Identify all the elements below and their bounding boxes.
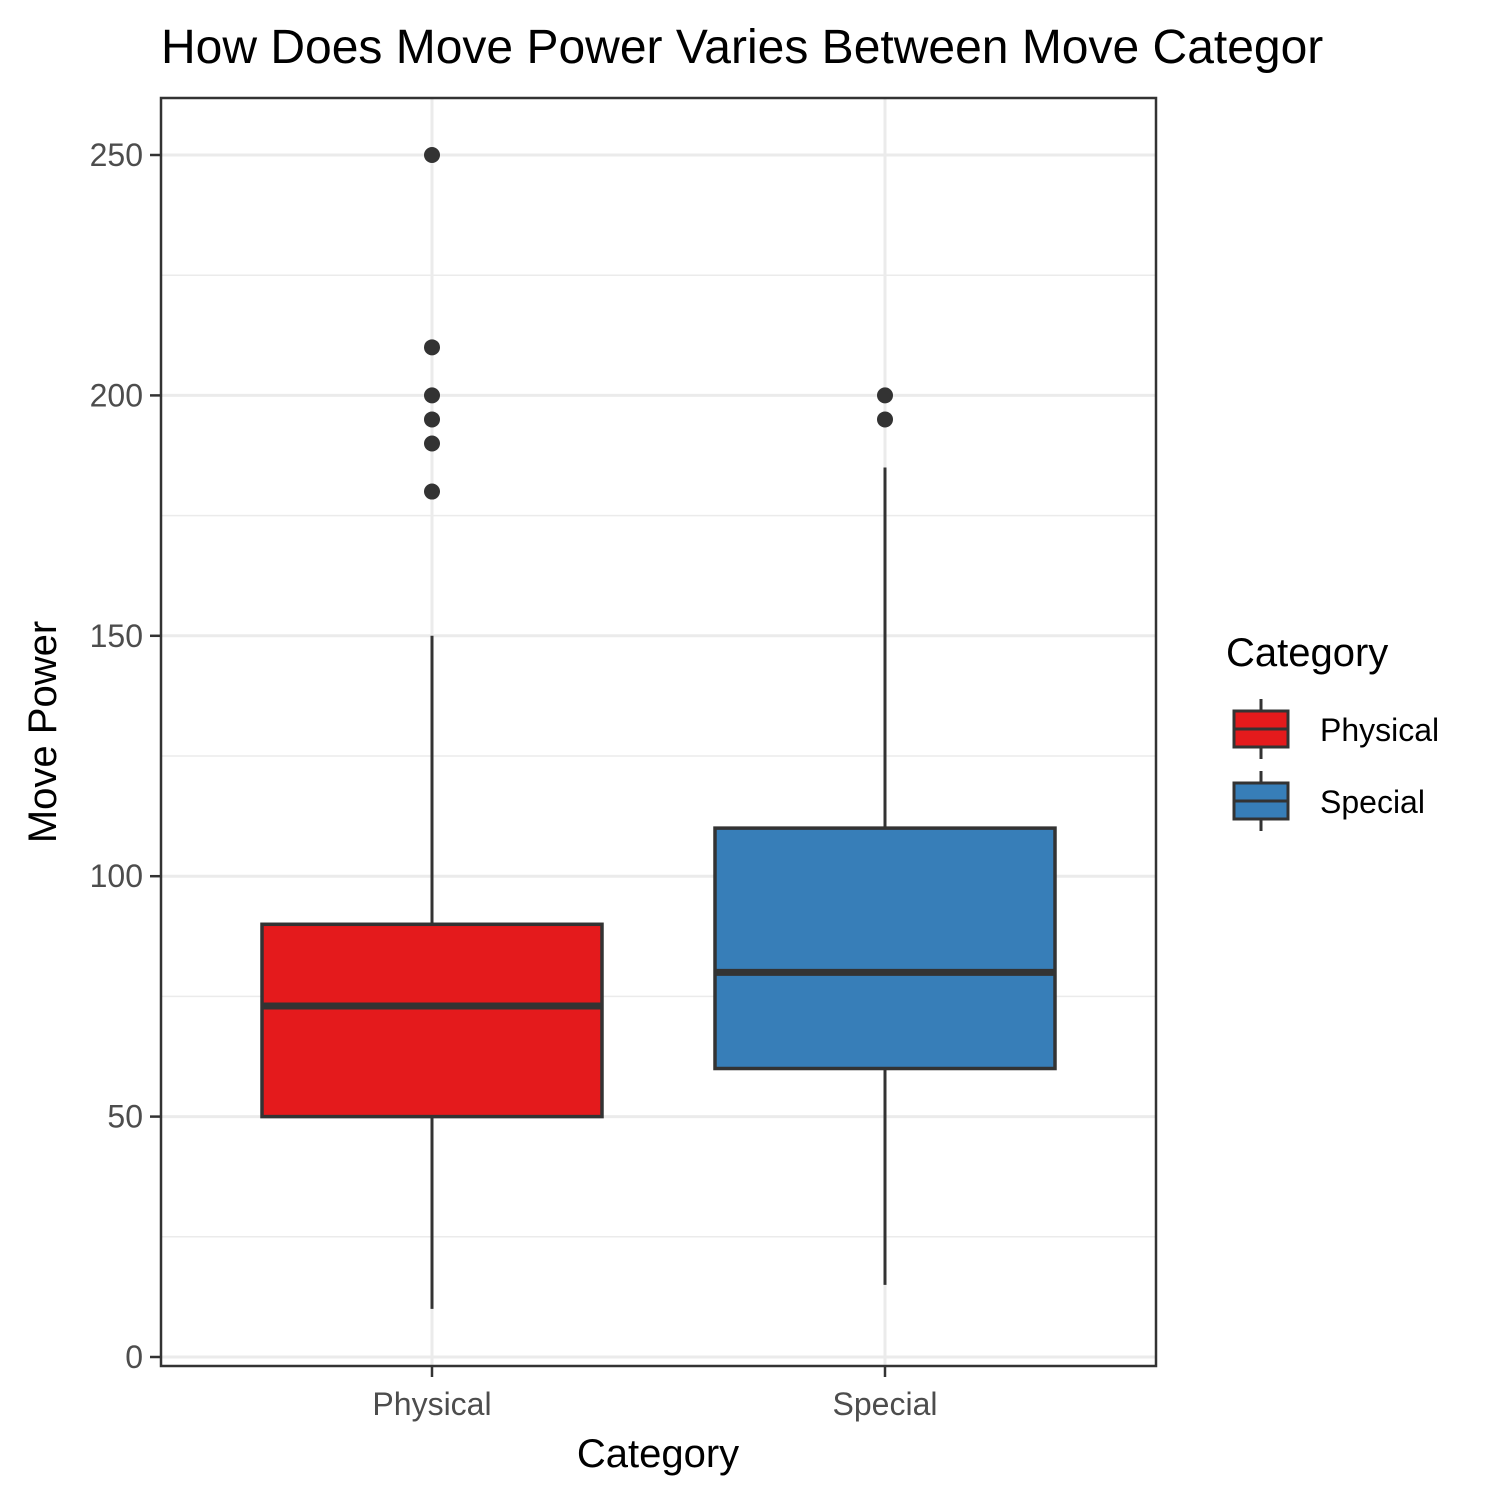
legend-label: Special <box>1320 784 1425 820</box>
y-tick-label: 0 <box>125 1339 143 1375</box>
panel-border <box>159 96 1158 1368</box>
y-tick-label: 150 <box>90 618 143 654</box>
outlier-point <box>877 387 893 404</box>
y-tick-label: 50 <box>107 1099 143 1135</box>
legend-label: Physical <box>1320 712 1439 748</box>
box-special <box>713 387 1057 1285</box>
plot-panel <box>159 96 1158 1368</box>
outlier-point <box>424 339 440 356</box>
y-tick-label: 100 <box>90 858 143 894</box>
chart-title: How Does Move Power Varies Between Move … <box>161 21 1323 74</box>
outlier-point <box>424 411 440 428</box>
outlier-point <box>424 483 440 500</box>
outlier-point <box>424 387 440 404</box>
box-iqr <box>713 826 1057 1071</box>
box-iqr <box>260 922 604 1119</box>
y-tick-label: 200 <box>90 377 143 413</box>
x-tick-label: Special <box>833 1386 938 1422</box>
box-physical <box>260 147 604 1309</box>
boxes <box>260 147 1057 1309</box>
outlier-point <box>424 435 440 452</box>
x-tick-label: Physical <box>372 1386 491 1422</box>
outlier-point <box>424 147 440 163</box>
x-axis-title: Category <box>577 1432 739 1476</box>
axes: 0 50 100 150 200 250 Physical Special <box>90 137 938 1422</box>
grid-lines <box>161 98 1156 1366</box>
y-axis-title: Move Power <box>21 621 65 843</box>
legend-item-special: Special <box>1232 771 1425 831</box>
outlier-point <box>877 411 893 428</box>
legend-title: Category <box>1226 631 1388 675</box>
legend-item-physical: Physical <box>1232 699 1439 759</box>
legend: Category Physical Special <box>1226 631 1439 831</box>
y-tick-label: 250 <box>90 137 143 173</box>
